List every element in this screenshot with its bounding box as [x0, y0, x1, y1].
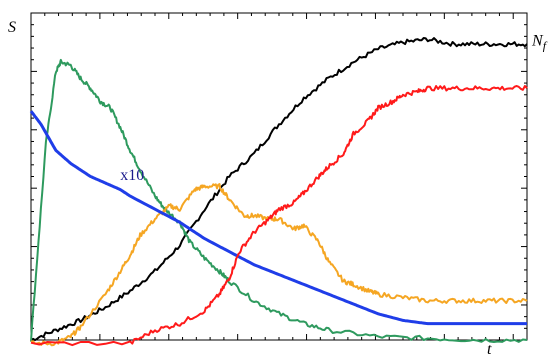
series-layer	[29, 37, 528, 347]
series-line-4	[30, 85, 528, 347]
series-line-0	[30, 37, 528, 342]
annotation-x10: x10	[120, 167, 144, 184]
label-layer: S t x10 Nf	[8, 19, 548, 356]
y-axis-label: S	[8, 19, 16, 36]
annotation-nf-main: N	[531, 33, 544, 50]
plot-frame	[30, 12, 528, 341]
axis-ticks	[31, 13, 527, 340]
series-line-3	[29, 110, 527, 326]
annotation-nf-subscript: f	[543, 39, 548, 53]
series-line-2	[30, 183, 528, 347]
series-line-1	[30, 58, 528, 343]
x-axis-label: t	[487, 341, 492, 356]
annotation-nf: Nf	[531, 33, 548, 53]
